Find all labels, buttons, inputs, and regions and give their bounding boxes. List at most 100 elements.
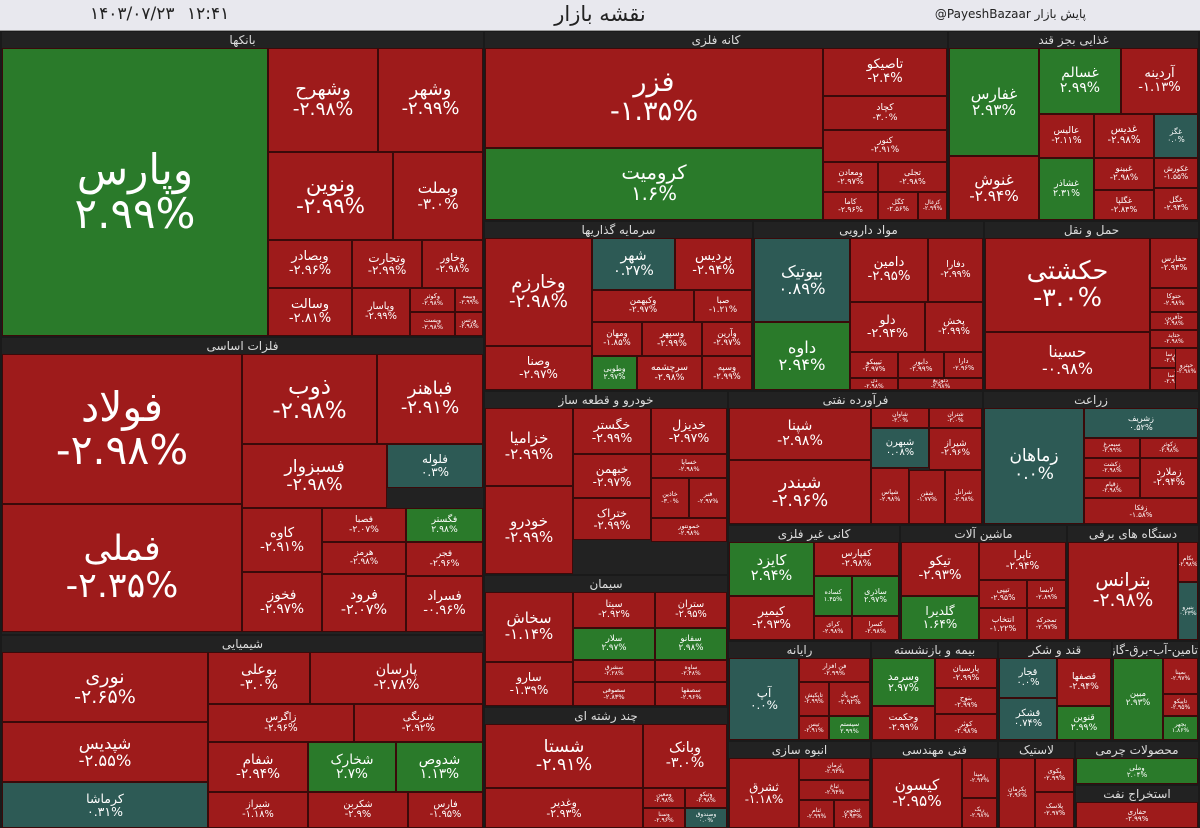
treemap-tile[interactable]: کرومیت ۱.۶% <box>485 148 823 220</box>
treemap-tile[interactable]: نوری -۲.۶۵% <box>2 652 208 722</box>
treemap-tile[interactable]: تاپیکو -۲.۹۵% <box>1163 694 1198 716</box>
treemap-tile[interactable]: کسرا -۲.۹۸% <box>852 616 899 640</box>
treemap-tile[interactable]: وخاور -۲.۹۸% <box>422 240 483 288</box>
treemap-tile[interactable]: ساذری ۲.۹۷% <box>852 576 899 616</box>
treemap-tile[interactable]: دل -۲.۹۸% <box>850 378 898 390</box>
treemap-tile[interactable]: وتیکو -۲.۹۸% <box>685 788 727 808</box>
treemap-tile[interactable]: وپارس ۲.۹۹% <box>2 48 268 336</box>
treemap-tile[interactable]: آردینه -۱.۱۳% <box>1121 48 1198 114</box>
treemap-tile[interactable]: شخارک ۲.۷% <box>308 742 396 792</box>
treemap-tile[interactable]: تمحرکه -۲.۹۷% <box>1027 608 1066 640</box>
treemap-tile[interactable]: شیراز -۲.۹۶% <box>929 428 982 470</box>
treemap-tile[interactable]: وسپهر -۲.۹۹% <box>642 322 702 356</box>
treemap-tile[interactable]: لابسا -۲.۸۹% <box>1027 580 1066 608</box>
treemap-tile[interactable]: شرانل -۲.۹۸% <box>945 470 982 524</box>
treemap-tile[interactable]: بیوتیک ۰.۸۹% <box>754 238 850 322</box>
treemap-tile[interactable]: وحکمت -۲.۹۹% <box>872 706 935 740</box>
treemap-tile[interactable]: شپاس -۲.۹۸% <box>871 468 909 524</box>
treemap-tile[interactable]: وشهرح -۲.۹۸% <box>268 48 378 152</box>
treemap-tile[interactable]: زفکا -۱.۵۸% <box>1084 498 1198 524</box>
treemap-tile[interactable]: کرماشا ۰.۳۱% <box>2 782 208 828</box>
treemap-tile[interactable]: هرمز -۲.۹۸% <box>322 542 406 574</box>
treemap-tile[interactable]: شفن -۱.۷۷% <box>909 470 945 524</box>
treemap-tile[interactable]: فلوله ۰.۳% <box>387 444 483 488</box>
treemap-tile[interactable]: شهر ۰.۲۷% <box>592 238 675 290</box>
treemap-tile[interactable]: ونوین -۲.۹۹% <box>268 152 393 240</box>
treemap-tile[interactable]: پارسان -۲.۷۸% <box>310 652 483 704</box>
treemap-tile[interactable]: غفارس ۲.۹۳% <box>949 48 1039 156</box>
treemap-tile[interactable]: خدیزل -۲.۹۷% <box>651 408 727 454</box>
treemap-tile[interactable]: وسالت -۲.۸۱% <box>268 288 352 336</box>
treemap-tile[interactable]: وخارزم -۲.۹۸% <box>485 238 592 346</box>
treemap-tile[interactable]: ساوه -۲.۴۸% <box>655 660 727 682</box>
treemap-tile[interactable]: ثباغ -۲.۹۴% <box>799 780 870 800</box>
treemap-tile[interactable]: وتجارت -۲.۹۹% <box>352 240 422 288</box>
treemap-tile[interactable]: داوه ۲.۹۴% <box>754 322 850 390</box>
treemap-tile[interactable]: حکشتی -۳.۰% <box>985 238 1150 332</box>
treemap-tile[interactable]: پکرمان -۲.۹۶% <box>999 758 1035 828</box>
treemap-tile[interactable]: وآرین -۲.۹۷% <box>702 322 752 356</box>
treemap-tile[interactable]: غنوش -۲.۹۴% <box>949 156 1039 220</box>
treemap-tile[interactable]: حتاید -۲.۹۸% <box>1150 330 1198 348</box>
treemap-tile[interactable]: بترانس -۲.۹۸% <box>1068 542 1178 640</box>
treemap-tile[interactable]: سیمرغ -۲.۹۹% <box>1084 438 1140 458</box>
treemap-tile[interactable]: شدوص ۱.۱۳% <box>396 742 483 792</box>
treemap-tile[interactable]: کچاد -۳.۰% <box>823 96 947 130</box>
treemap-tile[interactable]: سلار ۲.۹۷% <box>573 628 655 660</box>
treemap-tile[interactable]: پارسیان -۲.۹۹% <box>935 658 997 688</box>
treemap-tile[interactable]: پی پاد -۲.۹۲% <box>829 682 870 716</box>
treemap-tile[interactable]: ومهان -۱.۸۵% <box>592 322 642 356</box>
treemap-tile[interactable]: رمپنا -۲.۹۳% <box>962 758 997 798</box>
treemap-tile[interactable]: فملی -۲.۳۵% <box>2 504 242 632</box>
treemap-tile[interactable]: ورتس -۲.۹۸% <box>455 312 483 336</box>
treemap-tile[interactable]: غبینو -۲.۹۸% <box>1094 158 1154 190</box>
treemap-tile[interactable]: پلاسک -۲.۹۷% <box>1035 792 1074 828</box>
treemap-tile[interactable]: ختراک -۲.۹۹% <box>573 498 651 540</box>
treemap-tile[interactable]: وبصادر -۲.۹۶% <box>268 240 352 288</box>
treemap-tile[interactable]: وسرمد ۲.۹۷% <box>872 658 935 706</box>
treemap-tile[interactable]: شبهرن ۰.۰۸% <box>871 428 929 468</box>
treemap-tile[interactable]: دفارا -۲.۹۹% <box>928 238 983 302</box>
treemap-tile[interactable]: غگل -۲.۹۴% <box>1154 188 1198 220</box>
treemap-tile[interactable]: خاذین -۳.۰% <box>651 478 689 518</box>
treemap-tile[interactable]: شاوان -۳.۰% <box>871 408 929 428</box>
treemap-tile[interactable]: حسینا -۰.۹۸% <box>985 332 1150 390</box>
treemap-tile[interactable]: زقیام -۲.۹۸% <box>1084 478 1140 498</box>
treemap-tile[interactable]: صبا -۱.۲۱% <box>694 290 752 322</box>
treemap-tile[interactable]: دامین -۲.۹۵% <box>850 238 928 302</box>
treemap-tile[interactable]: کاوه -۲.۹۱% <box>242 508 322 572</box>
treemap-tile[interactable]: کزغال -۲.۹۹% <box>918 192 947 220</box>
treemap-tile[interactable]: سیتا -۲.۹۲% <box>573 592 655 628</box>
treemap-tile[interactable]: تاصیکو -۲.۴% <box>823 48 947 96</box>
treemap-tile[interactable]: زکوثر -۲.۹۸% <box>1140 438 1198 458</box>
treemap-tile[interactable]: قجار ۰.۰% <box>999 658 1057 698</box>
treemap-tile[interactable]: ثشرق -۱.۱۸% <box>729 758 799 828</box>
treemap-tile[interactable]: قنوین ۲.۹۹% <box>1057 706 1111 740</box>
treemap-tile[interactable]: پکوی -۲.۹۹% <box>1035 758 1074 792</box>
treemap-tile[interactable]: غسالم ۲.۹۹% <box>1039 48 1121 114</box>
treemap-tile[interactable]: کفپارس -۲.۹۸% <box>814 542 899 576</box>
treemap-tile[interactable]: فارس -۱.۹۵% <box>408 792 483 828</box>
treemap-tile[interactable]: حآفرین -۲.۹۸% <box>1150 312 1198 330</box>
treemap-tile[interactable]: سصفها -۲.۹۶% <box>655 682 727 706</box>
treemap-tile[interactable]: بنوح -۲.۹۹% <box>935 688 997 714</box>
treemap-tile[interactable]: وغدیر -۲.۹۳% <box>485 788 643 828</box>
treemap-tile[interactable]: تیس -۲.۹۱% <box>799 716 829 740</box>
treemap-tile[interactable]: حفاری -۲.۹۹% <box>1076 802 1198 828</box>
treemap-tile[interactable]: سیستم ۲.۹۹% <box>829 716 870 740</box>
treemap-tile[interactable]: کاما -۲.۹۶% <box>823 192 878 220</box>
treemap-tile[interactable]: شبندر -۲.۹۶% <box>729 460 871 524</box>
treemap-tile[interactable]: ستران -۲.۹۵% <box>655 592 727 628</box>
treemap-tile[interactable]: وبانک -۳.۰% <box>643 724 727 788</box>
treemap-tile[interactable]: سصوفی -۲.۸۳% <box>573 682 655 706</box>
treemap-tile[interactable]: زماهان ۰.۰% <box>984 408 1084 524</box>
treemap-tile[interactable]: خزامیا -۲.۹۹% <box>485 408 573 486</box>
treemap-tile[interactable]: قشکر ۰.۷۴% <box>999 698 1057 740</box>
treemap-tile[interactable]: آپ ۰.۰% <box>729 658 799 740</box>
treemap-tile[interactable]: زاگرس -۲.۹۶% <box>208 704 354 742</box>
treemap-tile[interactable]: ومعادن -۲.۹۷% <box>823 162 878 192</box>
treemap-tile[interactable]: مبین ۲.۹۳% <box>1113 658 1163 740</box>
treemap-tile[interactable]: سارو -۱.۳۹% <box>485 662 573 706</box>
treemap-tile[interactable]: فجر -۲.۹۶% <box>406 542 483 576</box>
treemap-tile[interactable]: کگل -۲.۵۶% <box>878 192 918 220</box>
